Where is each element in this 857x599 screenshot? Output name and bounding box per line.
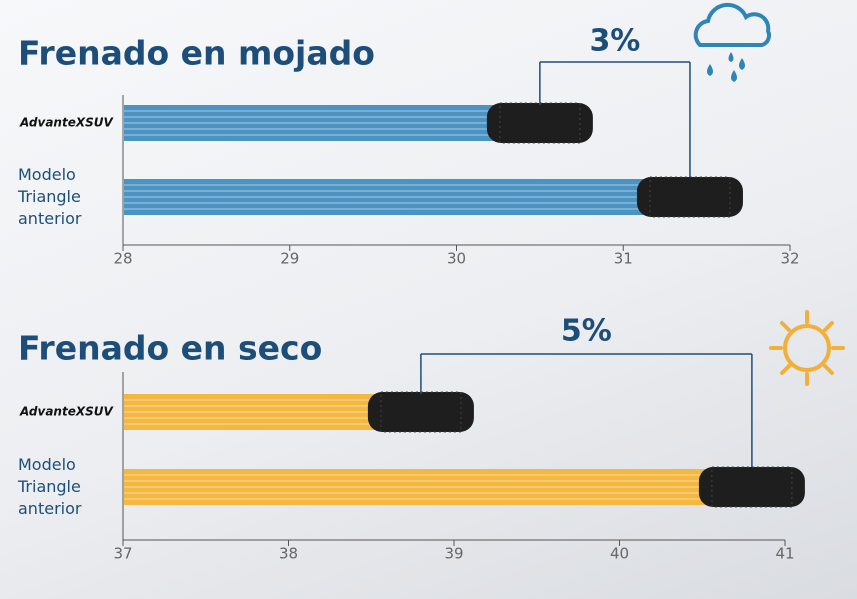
tire — [636, 177, 743, 217]
chart-title: Frenado en seco — [18, 329, 322, 368]
x-tick-label: 37 — [113, 545, 132, 563]
tire — [367, 392, 474, 432]
x-tick-label: 30 — [447, 250, 466, 268]
rain-icon — [693, 2, 772, 82]
category-label: Modelo Triangle anterior — [18, 455, 82, 518]
tire — [698, 467, 805, 507]
x-tick-label: 29 — [280, 250, 299, 268]
annotation: 5% — [561, 314, 612, 349]
x-tick-label: 32 — [780, 250, 799, 268]
category-label: AdvanteXSUV — [19, 405, 114, 419]
tire — [486, 103, 593, 143]
chart-title: Frenado en mojado — [18, 34, 375, 73]
annotation: 3% — [589, 24, 640, 59]
x-tick-label: 28 — [113, 250, 132, 268]
category-label: Modelo Triangle anterior — [18, 165, 82, 228]
bar — [124, 105, 540, 141]
sun-icon — [769, 310, 845, 386]
category-label: AdvanteXSUV — [19, 116, 114, 130]
x-tick-label: 39 — [444, 545, 463, 563]
x-tick-label: 40 — [610, 545, 629, 563]
bar — [124, 469, 752, 505]
bar — [124, 179, 690, 215]
x-tick-label: 41 — [775, 545, 794, 563]
x-tick-label: 38 — [279, 545, 298, 563]
x-tick-label: 31 — [614, 250, 633, 268]
